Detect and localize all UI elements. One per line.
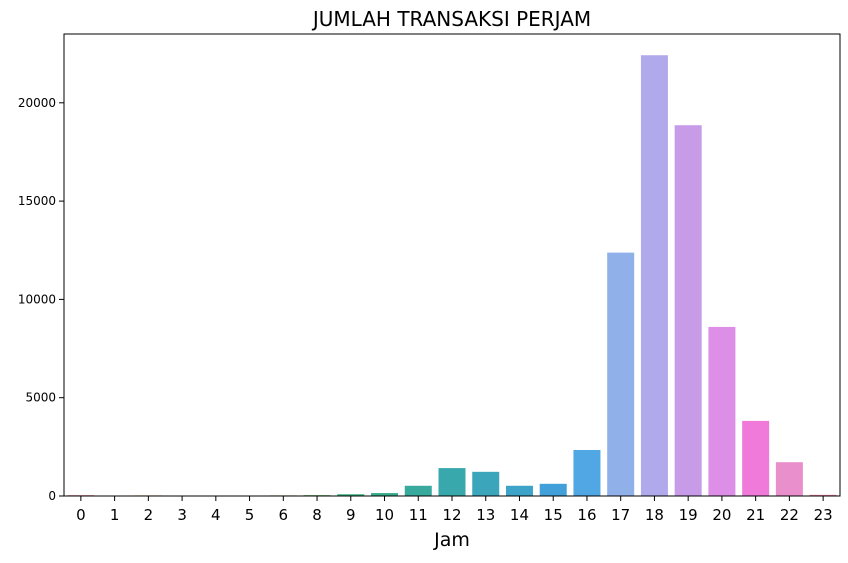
bar-21 — [742, 421, 769, 496]
x-tick-label: 8 — [312, 506, 322, 524]
bar-22 — [776, 462, 803, 496]
x-tick-label: 1 — [110, 506, 120, 524]
x-tick-label: 18 — [645, 506, 664, 524]
bar-19 — [675, 125, 702, 496]
x-tick-label: 10 — [375, 506, 394, 524]
x-tick-label: 22 — [780, 506, 799, 524]
x-tick-label: 16 — [577, 506, 596, 524]
bar-17 — [607, 253, 634, 496]
y-tick-label: 15000 — [18, 194, 56, 208]
y-tick-label: 10000 — [18, 292, 56, 306]
bar-13 — [472, 472, 499, 496]
x-tick-label: 19 — [679, 506, 698, 524]
x-tick-label: 0 — [76, 506, 86, 524]
y-axis: 0 5000 10000 15000 20000 — [18, 96, 64, 503]
bar-20 — [708, 327, 735, 496]
x-tick-label: 3 — [177, 506, 187, 524]
x-tick-label: 20 — [712, 506, 731, 524]
x-tick-label: 9 — [346, 506, 356, 524]
x-tick-label: 4 — [211, 506, 221, 524]
x-tick-label: 17 — [611, 506, 630, 524]
x-tick-label: 13 — [476, 506, 495, 524]
bar-18 — [641, 55, 668, 496]
x-tick-label: 14 — [510, 506, 529, 524]
y-tick-label: 0 — [48, 489, 56, 503]
x-tick-label: 15 — [544, 506, 563, 524]
x-tick-label: 23 — [814, 506, 833, 524]
x-tick-label: 5 — [245, 506, 255, 524]
bar-11 — [405, 486, 432, 496]
bar-14 — [506, 486, 533, 496]
x-tick-label: 2 — [144, 506, 154, 524]
x-tick-label: 12 — [442, 506, 461, 524]
bar-15 — [540, 484, 567, 496]
bar-12 — [439, 468, 466, 496]
x-axis-label: Jam — [433, 529, 470, 551]
bars-group — [67, 55, 836, 496]
bar-16 — [573, 450, 600, 496]
x-tick-label: 11 — [409, 506, 428, 524]
x-tick-label: 6 — [279, 506, 289, 524]
x-tick-label: 21 — [746, 506, 765, 524]
chart-title: JUMLAH TRANSAKSI PERJAM — [311, 7, 591, 31]
y-tick-label: 20000 — [18, 96, 56, 110]
y-tick-label: 5000 — [25, 391, 56, 405]
